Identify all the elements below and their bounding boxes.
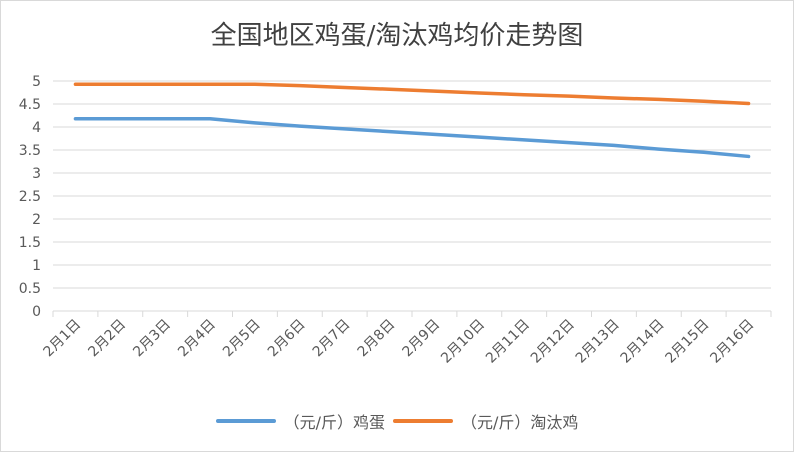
series-1-point-8 [433,90,436,93]
x-tick-label-11: 2月12日 [528,317,578,367]
series-1-point-14 [702,100,705,103]
x-tick-label-1: 2月2日 [85,317,129,361]
x-tick-label-3: 2月4日 [175,317,219,361]
series-0-point-12 [612,144,615,147]
legend-swatch-culled-hen [393,419,453,423]
series-0-point-15 [747,155,750,158]
y-tick-label-5: 2.5 [19,189,41,205]
x-tick-label-0: 2月1日 [41,317,85,361]
series-0-point-1 [119,117,122,120]
series-1-point-5 [298,84,301,87]
series-1-point-4 [253,83,256,86]
series-0-point-3 [209,117,212,120]
x-tick-label-8: 2月9日 [400,317,444,361]
chart-title: 全国地区鸡蛋/淘汰鸡均价走势图 [210,21,584,51]
series-0-point-0 [74,117,77,120]
series-0-point-13 [657,148,660,151]
y-tick-label-9: 4.5 [19,97,41,113]
series-0-point-10 [523,138,526,141]
x-tick-label-14: 2月15日 [662,317,712,367]
series-0-point-8 [433,133,436,136]
y-tick-label-3: 1.5 [19,235,41,251]
series-0-point-4 [253,121,256,124]
x-tick-label-13: 2月14日 [618,317,668,367]
y-tick-label-1: 0.5 [19,281,41,297]
series-0-point-7 [388,130,391,133]
series-1-point-9 [478,91,481,94]
x-tick-label-9: 2月10日 [438,317,488,367]
x-tick-label-6: 2月7日 [310,317,354,361]
series-1-point-1 [119,83,122,86]
y-tick-label-0: 0 [32,304,41,320]
legend-swatch-egg [215,419,276,423]
legend-label-egg: （元/斤）鸡蛋 [283,413,385,432]
series-1-point-12 [612,97,615,100]
series-1-point-10 [523,93,526,96]
series-line-0 [73,116,751,159]
series-0-point-5 [298,125,301,128]
series-1-point-13 [657,98,660,101]
series-0-point-2 [164,117,167,120]
series-1-point-15 [747,102,750,105]
x-tick-label-5: 2月6日 [265,317,309,361]
series-1-point-3 [209,83,212,86]
x-tick-label-15: 2月16日 [707,317,757,367]
series-line-1 [73,82,751,106]
y-tick-label-2: 1 [32,258,41,274]
series-0-point-11 [568,141,571,144]
series-1-point-11 [568,95,571,98]
series-0-point-9 [478,136,481,139]
x-tick-label-10: 2月11日 [483,317,533,367]
series-1-point-2 [164,83,167,86]
x-tick-label-12: 2月13日 [573,317,623,367]
series-1-point-7 [388,88,391,91]
legend-item-egg: （元/斤）鸡蛋 [215,409,385,433]
legend-item-culled-hen: （元/斤）淘汰鸡 [393,409,578,433]
y-tick-label-8: 4 [32,120,41,136]
x-tick-label-7: 2月8日 [355,317,399,361]
y-tick-label-7: 3.5 [19,143,41,159]
x-tick-label-2: 2月3日 [130,317,174,361]
y-tick-label-10: 5 [32,74,41,90]
series-1-point-6 [343,86,346,89]
legend: （元/斤）鸡蛋 （元/斤）淘汰鸡 [1,409,793,433]
y-tick-label-6: 3 [32,166,41,182]
y-tick-label-4: 2 [32,212,41,228]
series-0-point-6 [343,127,346,130]
series-0-point-14 [702,151,705,154]
legend-label-culled-hen: （元/斤）淘汰鸡 [461,413,579,432]
series-1-point-0 [74,83,77,86]
x-tick-label-4: 2月5日 [220,317,264,361]
